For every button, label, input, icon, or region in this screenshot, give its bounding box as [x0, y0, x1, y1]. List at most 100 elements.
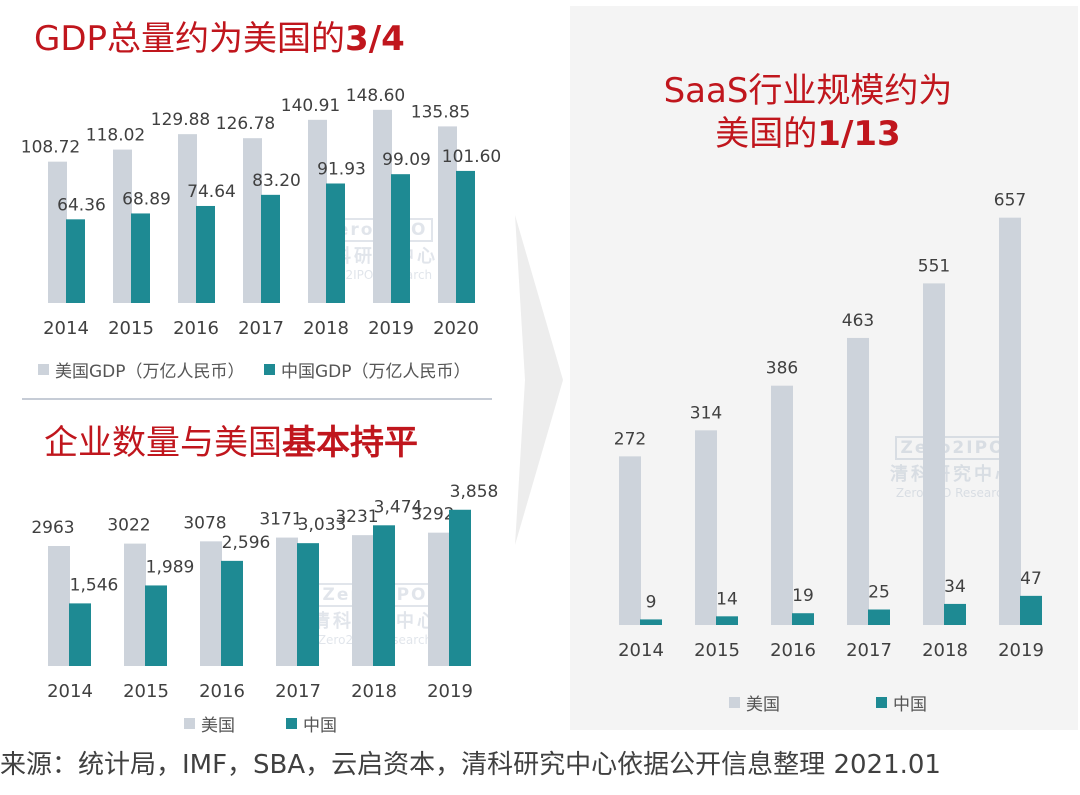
gdp-bar-us	[438, 126, 457, 304]
gdp-value-label: 148.60	[346, 86, 405, 106]
gdp-bar-cn	[326, 183, 345, 303]
firms-value-label: 1,546	[70, 575, 119, 595]
gdp-x-tick-label: 2014	[43, 318, 89, 339]
gdp-chart-title: GDP总量约为美国的3/4	[34, 19, 405, 59]
firms-x-tick-label: 2014	[47, 681, 93, 702]
gdp-value-label: 101.60	[442, 147, 501, 167]
gdp-value-label: 74.64	[187, 182, 236, 202]
legend-swatch-us	[729, 697, 740, 708]
firms-bar-cn	[69, 603, 91, 666]
saas-panel-background	[570, 6, 1078, 730]
gdp-value-label: 99.09	[382, 150, 431, 170]
saas-bar-cn	[868, 609, 890, 625]
firms-value-label: 3171	[259, 510, 302, 530]
saas-value-label: 272	[614, 429, 646, 449]
section-divider	[22, 398, 492, 400]
saas-value-label: 9	[646, 592, 657, 612]
gdp-x-tick-label: 2018	[303, 318, 349, 339]
firms-x-tick-label: 2015	[123, 681, 169, 702]
gdp-bar-cn	[456, 170, 475, 303]
saas-x-tick-label: 2014	[618, 640, 664, 661]
firms-bar-cn	[297, 543, 319, 666]
firms-chart-title: 企业数量与美国基本持平	[44, 423, 418, 463]
gdp-value-label: 91.93	[317, 159, 366, 179]
gdp-bar-cn	[131, 213, 150, 303]
gdp-bar-us	[243, 138, 262, 303]
saas-bar-us	[619, 456, 641, 625]
saas-x-tick-label: 2018	[922, 640, 968, 661]
firms-x-tick-label: 2018	[351, 681, 397, 702]
saas-x-tick-label: 2016	[770, 640, 816, 661]
gdp-value-label: 68.89	[122, 189, 171, 209]
firms-bar-us	[276, 537, 298, 666]
saas-bar-cn	[944, 603, 966, 625]
legend-us-saas: 美国	[729, 690, 780, 715]
firms-bar-cn	[145, 585, 167, 666]
gdp-x-tick-label: 2020	[433, 318, 479, 339]
chevron-right-icon	[515, 215, 563, 545]
legend-cn-saas: 中国	[876, 690, 927, 715]
saas-bar-us	[923, 283, 945, 625]
gdp-value-label: 140.91	[281, 96, 340, 116]
gdp-bar-us	[178, 134, 197, 303]
legend-swatch-us	[184, 718, 195, 729]
saas-value-label: 34	[944, 577, 966, 597]
gdp-bar-cn	[66, 219, 85, 303]
gdp-x-tick-label: 2015	[108, 318, 154, 339]
firms-value-label: 1,989	[146, 557, 195, 577]
saas-value-label: 551	[918, 256, 950, 276]
firms-value-label: 3292	[411, 505, 454, 525]
firms-bar-us	[48, 545, 70, 666]
firms-value-label: 2,596	[222, 533, 271, 553]
gdp-x-tick-label: 2016	[173, 318, 219, 339]
saas-chart-title: SaaS行业规模约为 美国的1/13	[663, 71, 953, 154]
legend-swatch-cn	[876, 697, 887, 708]
gdp-x-tick-label: 2019	[368, 318, 414, 339]
firms-bar-us	[428, 532, 450, 666]
saas-bar-cn	[1020, 595, 1042, 625]
saas-x-tick-label: 2019	[998, 640, 1044, 661]
firms-value-label: 3,474	[374, 497, 423, 517]
firms-bar-us	[200, 541, 222, 666]
gdp-x-tick-label: 2017	[238, 318, 284, 339]
firms-x-tick-label: 2017	[275, 681, 321, 702]
saas-bar-cn	[792, 613, 814, 625]
gdp-bar-us	[48, 161, 67, 303]
gdp-bar-cn	[261, 194, 280, 303]
saas-value-label: 14	[716, 589, 738, 609]
gdp-value-label: 118.02	[86, 126, 145, 146]
saas-bar-us	[999, 217, 1021, 625]
gdp-value-label: 126.78	[216, 114, 275, 134]
saas-bar-cn	[640, 619, 662, 625]
firms-bar-us	[124, 543, 146, 666]
saas-bar-cn	[716, 616, 738, 625]
gdp-value-label: 129.88	[151, 110, 210, 130]
firms-x-tick-label: 2016	[199, 681, 245, 702]
saas-value-label: 314	[690, 403, 722, 423]
saas-bar-us	[695, 430, 717, 625]
gdp-bar-us	[308, 119, 327, 303]
legend-us-gdp: 美国GDP（万亿人民币）	[38, 357, 245, 382]
gdp-bar-us	[113, 149, 132, 303]
firms-bar-cn	[221, 560, 243, 666]
saas-value-label: 657	[994, 191, 1026, 211]
saas-value-label: 386	[766, 359, 798, 379]
legend-cn-firms: 中国	[286, 711, 337, 736]
firms-bar-cn	[449, 509, 471, 666]
saas-bar-us	[847, 337, 869, 625]
firms-value-label: 3,033	[298, 515, 347, 535]
saas-value-label: 463	[842, 311, 874, 331]
firms-value-label: 3022	[107, 516, 150, 536]
legend-cn-gdp: 中国GDP（万亿人民币）	[264, 357, 471, 382]
firms-value-label: 3231	[335, 507, 378, 527]
saas-value-label: 19	[792, 586, 814, 606]
gdp-value-label: 135.85	[411, 102, 470, 122]
firms-value-label: 3078	[183, 513, 226, 533]
gdp-value-label: 83.20	[252, 171, 301, 191]
firms-value-label: 2963	[31, 518, 74, 538]
legend-swatch-cn	[286, 718, 297, 729]
legend-swatch-us	[38, 364, 49, 375]
firms-bar-us	[352, 535, 374, 666]
gdp-value-label: 64.36	[57, 195, 106, 215]
